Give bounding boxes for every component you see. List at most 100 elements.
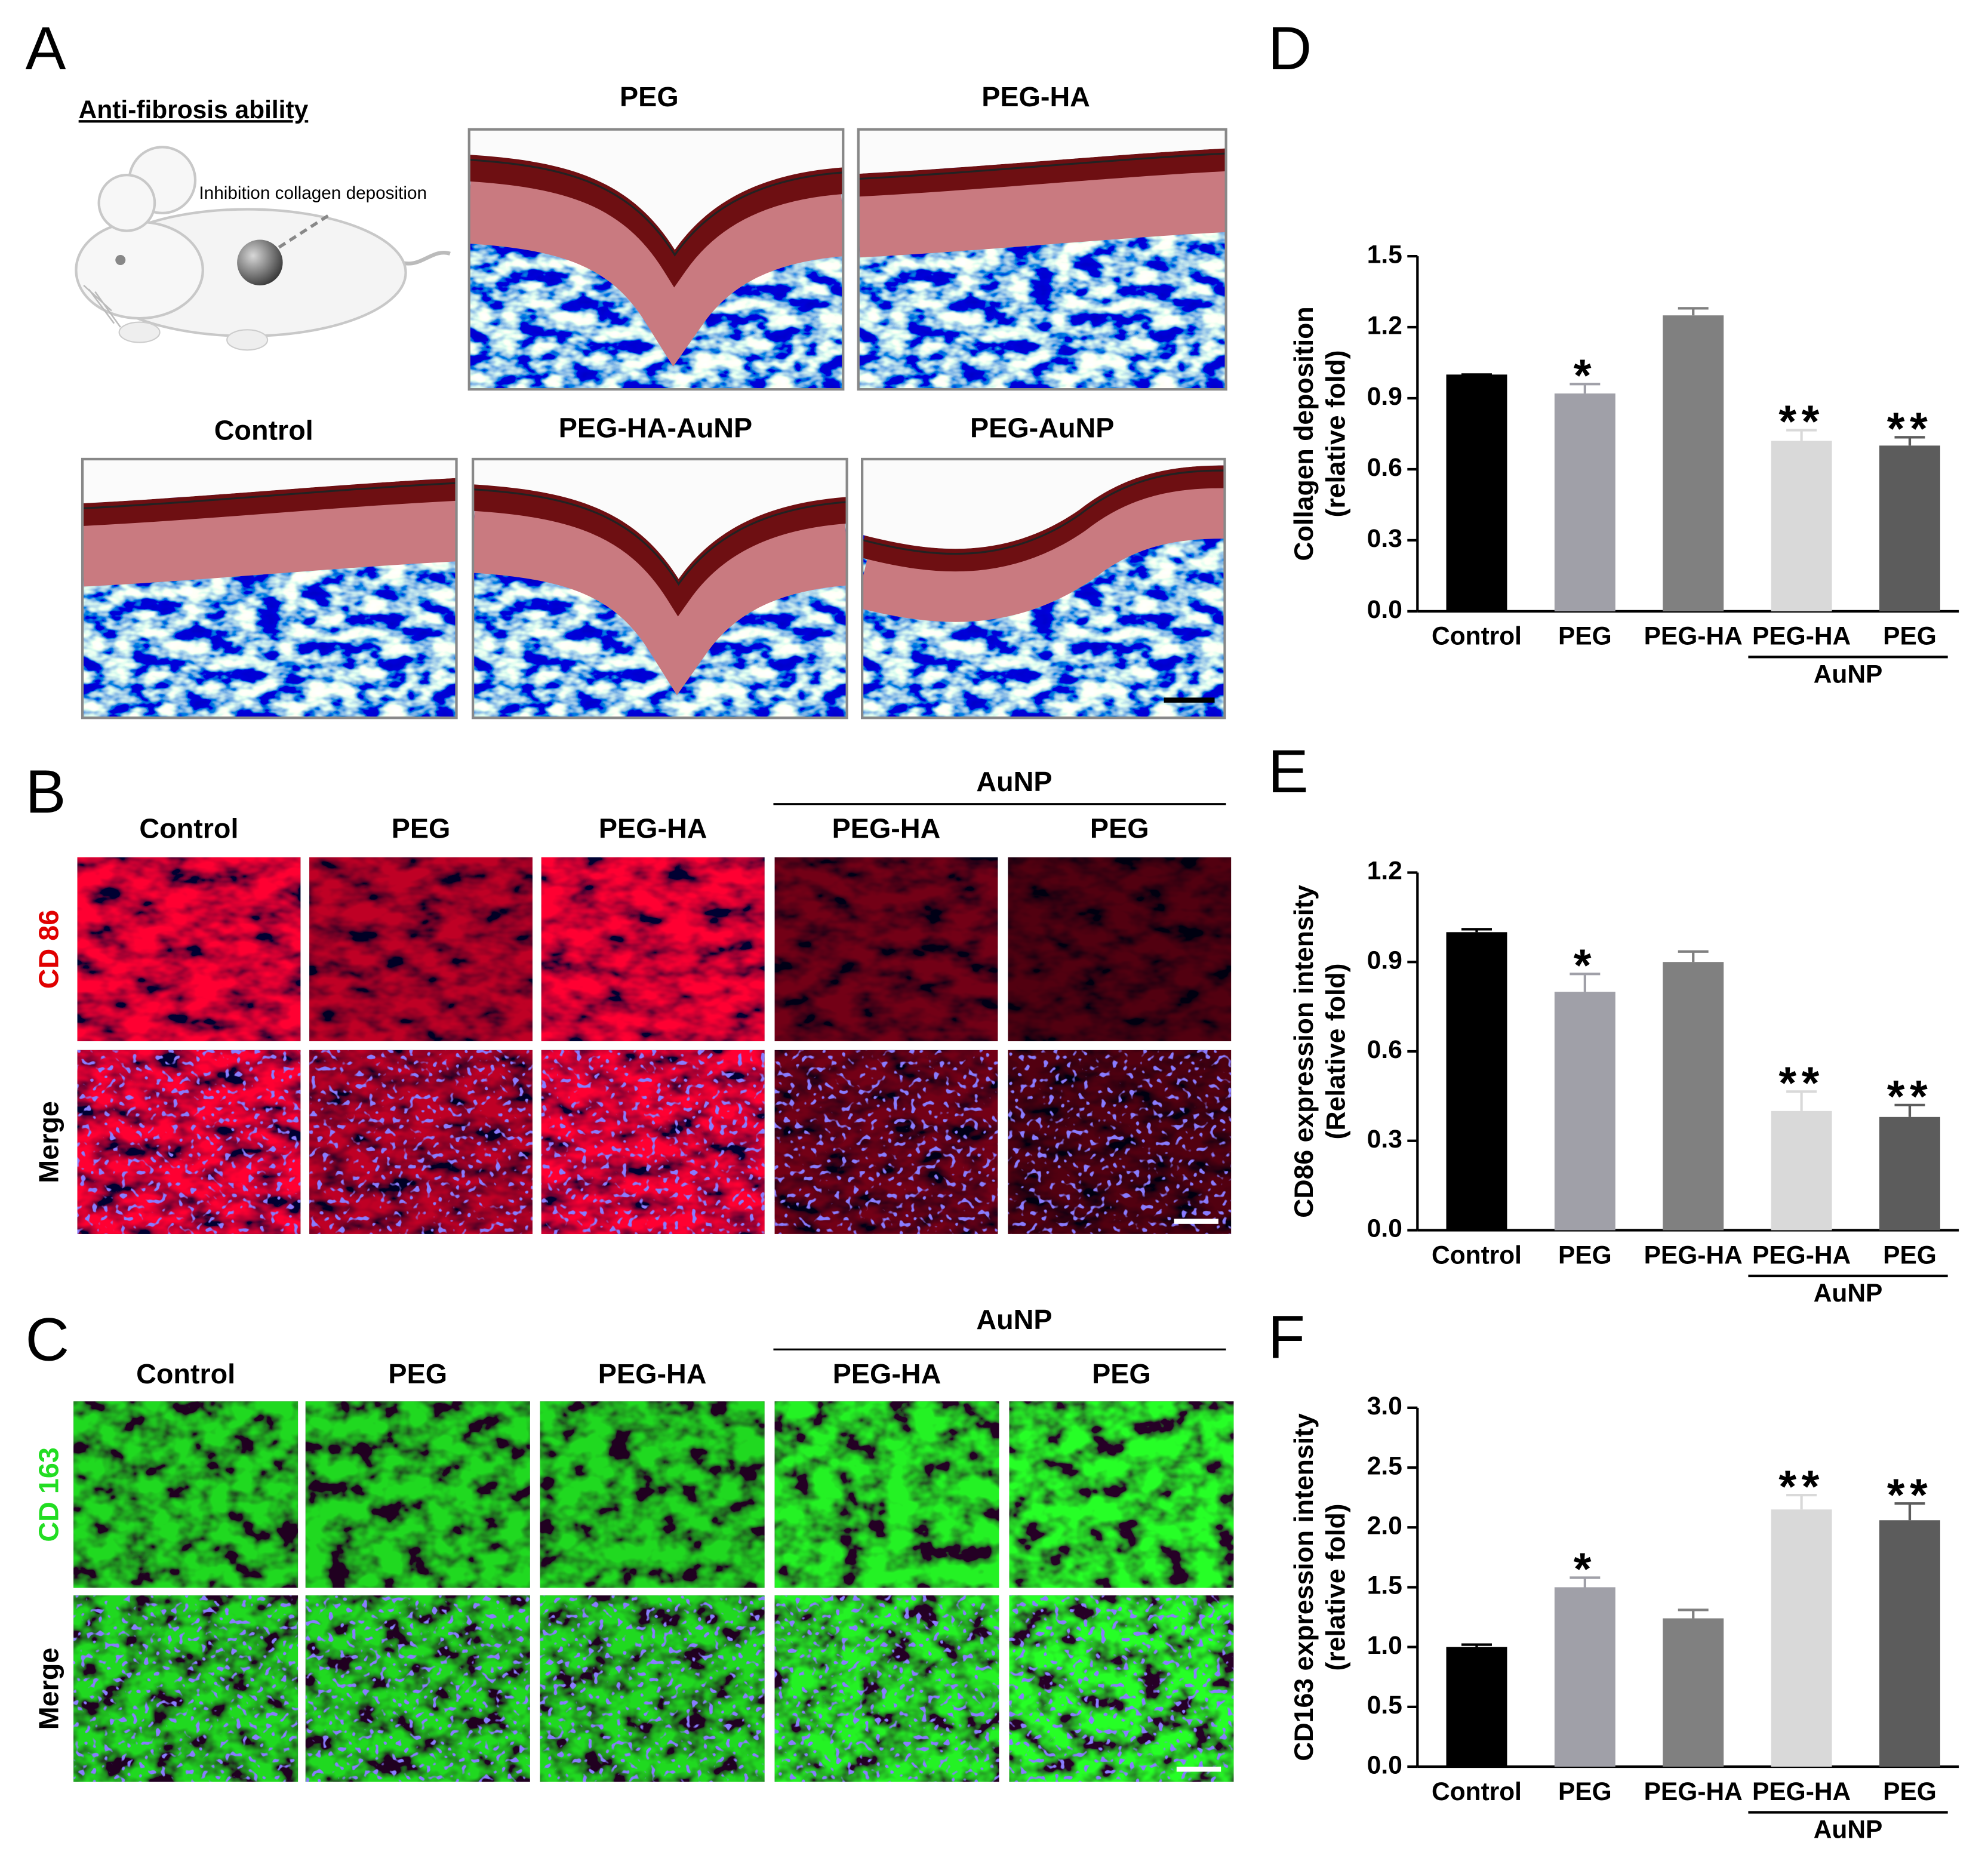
micrograph <box>541 1050 765 1234</box>
x-tick-label: PEG <box>1883 1777 1937 1805</box>
image-nuclei <box>774 1595 999 1782</box>
group-label: AuNP <box>976 766 1052 797</box>
micrograph <box>73 1595 298 1782</box>
micrograph <box>540 1401 765 1588</box>
y-axis-label: (relative fold) <box>1321 1503 1350 1671</box>
y-tick-label: 0.0 <box>1367 1214 1402 1242</box>
row-label: Merge <box>33 1101 64 1183</box>
image-nuclei <box>305 1595 530 1782</box>
y-axis-label: Collagen deposition <box>1290 306 1319 561</box>
image-signal <box>541 857 765 1041</box>
micrograph <box>77 857 301 1041</box>
image-title: PEG-HA <box>981 81 1090 112</box>
image-nuclei <box>73 1595 298 1782</box>
column-label: Control <box>136 1358 235 1389</box>
y-tick-label: 1.0 <box>1367 1631 1402 1659</box>
image-signal <box>1009 1401 1234 1588</box>
micrograph <box>305 1401 530 1588</box>
y-tick-label: 1.5 <box>1367 1571 1402 1599</box>
significance-label: ** <box>1778 1462 1824 1512</box>
image-signal <box>774 1401 999 1588</box>
y-tick-label: 0.3 <box>1367 1125 1402 1153</box>
micrograph <box>77 1050 301 1234</box>
image-signal <box>305 1401 530 1588</box>
row-label: Merge <box>33 1648 64 1730</box>
column-label: PEG-HA <box>832 813 941 844</box>
x-tick-label: PEG-HA <box>1752 1241 1851 1269</box>
significance-label: * <box>1574 940 1596 991</box>
image-signal <box>77 857 301 1041</box>
group-label: AuNP <box>976 1304 1052 1335</box>
y-tick-label: 0.6 <box>1367 453 1402 481</box>
panel-label: C <box>25 1306 69 1374</box>
micrograph <box>472 457 848 719</box>
bar <box>1663 315 1724 611</box>
y-tick-label: 1.2 <box>1367 311 1402 339</box>
bar <box>1879 1116 1940 1231</box>
x-tick-label: PEG <box>1558 1777 1612 1805</box>
bar <box>1446 1647 1507 1767</box>
image-signal <box>309 857 533 1041</box>
panel-subtitle: Anti-fibrosis ability <box>79 96 309 124</box>
x-tick-label: PEG-HA <box>1644 1241 1743 1269</box>
bar <box>1771 1509 1832 1767</box>
significance-label: * <box>1574 1544 1596 1595</box>
image-nuclei <box>1009 1595 1234 1782</box>
y-tick-label: 0.3 <box>1367 524 1402 552</box>
x-tick-label: PEG-HA <box>1644 622 1743 650</box>
x-tick-label: PEG <box>1558 622 1612 650</box>
y-tick-label: 0.5 <box>1367 1691 1402 1719</box>
column-label: PEG-HA <box>598 1358 707 1389</box>
micrograph <box>81 457 458 719</box>
panel-label: A <box>25 14 66 82</box>
significance-label: ** <box>1778 1058 1824 1109</box>
y-tick-label: 0.9 <box>1367 382 1402 410</box>
mouse-illustration <box>75 146 451 351</box>
micrograph <box>774 1401 999 1588</box>
fluorescence-panels: B AuNP Control PEG PEG-HA PEG-HA PEG CD 86 Merge… <box>25 758 1234 1782</box>
micrograph <box>73 1401 298 1588</box>
image-nuclei <box>309 1050 533 1234</box>
bar <box>1554 393 1615 611</box>
y-tick-label: 0.9 <box>1367 946 1402 974</box>
image-nuclei <box>541 1050 765 1234</box>
x-tick-label: Control <box>1432 622 1522 650</box>
bar <box>1879 1520 1940 1767</box>
x-tick-label: PEG-HA <box>1752 622 1851 650</box>
bar <box>1446 374 1507 611</box>
micrograph <box>1008 857 1232 1041</box>
bar <box>1554 1587 1615 1767</box>
x-tick-label: PEG <box>1883 1241 1937 1269</box>
micrograph <box>1009 1401 1234 1588</box>
bar <box>1879 445 1940 611</box>
micrograph <box>309 1050 533 1234</box>
group-label: AuNP <box>1814 1279 1883 1307</box>
y-axis-label: (Relative fold) <box>1321 964 1350 1140</box>
y-axis-label: CD86 expression intensity <box>1290 885 1319 1218</box>
bar <box>1446 932 1507 1231</box>
column-label: PEG <box>1092 1358 1151 1389</box>
y-tick-label: 3.0 <box>1367 1392 1402 1420</box>
column-label: PEG <box>388 1358 447 1389</box>
image-nuclei <box>774 1050 998 1234</box>
micrograph <box>774 1595 999 1782</box>
x-tick-label: PEG <box>1883 622 1937 650</box>
x-tick-label: Control <box>1432 1777 1522 1805</box>
image-nuclei <box>77 1050 301 1234</box>
group-label: AuNP <box>1814 1816 1883 1844</box>
y-tick-label: 2.5 <box>1367 1451 1402 1479</box>
y-tick-label: 1.2 <box>1367 857 1402 885</box>
significance-label: * <box>1574 350 1596 401</box>
group-label: AuNP <box>1814 660 1883 688</box>
column-label: PEG-HA <box>833 1358 941 1389</box>
image-title: PEG-AuNP <box>970 412 1114 443</box>
micrograph <box>540 1595 765 1782</box>
column-label: PEG <box>392 813 451 844</box>
bar <box>1663 962 1724 1231</box>
micrograph <box>1008 1050 1232 1234</box>
image-title: Control <box>214 415 313 446</box>
y-tick-label: 2.0 <box>1367 1511 1402 1539</box>
image-title: PEG-HA-AuNP <box>559 412 752 443</box>
